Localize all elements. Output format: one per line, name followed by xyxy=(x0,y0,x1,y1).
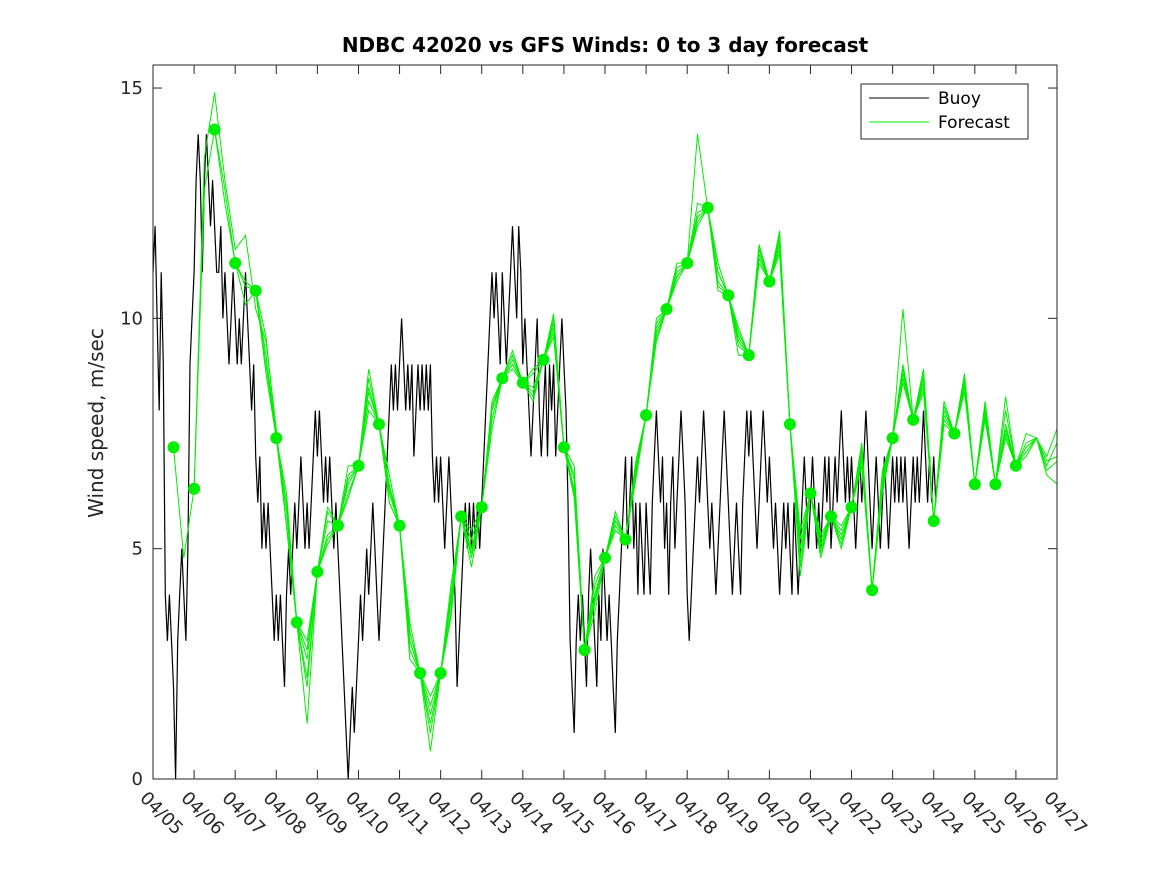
forecast-point xyxy=(352,459,365,472)
chart-title: NDBC 42020 vs GFS Winds: 0 to 3 day fore… xyxy=(342,33,869,57)
forecast-point xyxy=(290,616,303,629)
forecast-point xyxy=(599,551,611,564)
forecast-point xyxy=(783,418,796,431)
forecast-point xyxy=(393,519,406,532)
forecast-point xyxy=(660,303,673,316)
forecast-markers xyxy=(167,123,1022,680)
forecast-point xyxy=(681,257,694,270)
legend-buoy-label: Buoy xyxy=(938,89,981,109)
forecast-point xyxy=(948,427,961,440)
forecast-point xyxy=(1009,459,1022,472)
y-tick-label: 10 xyxy=(120,308,143,329)
forecast-point xyxy=(866,584,879,597)
forecast-point xyxy=(249,284,262,297)
forecast-point xyxy=(414,667,427,680)
forecast-point xyxy=(640,409,653,422)
forecast-point xyxy=(229,257,242,270)
legend: Buoy Forecast xyxy=(860,83,1029,140)
forecast-line-41 xyxy=(1015,437,1058,468)
buoy-series xyxy=(152,134,937,780)
forecast-point xyxy=(208,123,221,136)
forecast-point xyxy=(434,667,447,680)
forecast-point xyxy=(270,432,283,445)
y-tick-label: 0 xyxy=(132,769,143,790)
forecast-point xyxy=(475,501,488,514)
forecast-point xyxy=(825,510,837,523)
axes-background xyxy=(153,65,1057,779)
forecast-point xyxy=(927,515,940,527)
forecast-point xyxy=(619,533,632,546)
forecast-line-40 xyxy=(994,436,1058,485)
forecast-point xyxy=(742,349,755,362)
forecast-point xyxy=(516,376,529,389)
forecast-point xyxy=(886,432,899,445)
forecast-point xyxy=(373,418,385,431)
forecast-point xyxy=(578,644,591,656)
forecast-point xyxy=(331,519,344,532)
y-axis-label: Wind speed, m/sec xyxy=(84,328,108,518)
forecast-point xyxy=(989,478,1002,491)
buoy-line xyxy=(152,134,937,780)
forecast-point xyxy=(907,413,920,426)
y-tick-label: 5 xyxy=(132,539,143,560)
forecast-point xyxy=(557,441,570,454)
legend-forecast-label: Forecast xyxy=(938,113,1010,133)
forecast-point xyxy=(845,501,858,514)
forecast-point xyxy=(763,275,776,288)
legend-box xyxy=(860,83,1029,140)
forecast-point xyxy=(701,201,714,214)
forecast-point xyxy=(455,510,468,523)
forecast-point xyxy=(804,487,817,500)
forecast-point xyxy=(311,565,324,578)
forecast-point xyxy=(188,482,201,495)
y-tick-label: 15 xyxy=(120,78,143,99)
forecast-point xyxy=(167,441,180,454)
forecast-point xyxy=(722,289,735,302)
forecast-point xyxy=(537,353,550,366)
forecast-point xyxy=(496,372,509,385)
forecast-point xyxy=(968,478,981,491)
y-axis-ticks: 0 5 10 15 xyxy=(120,78,1057,790)
